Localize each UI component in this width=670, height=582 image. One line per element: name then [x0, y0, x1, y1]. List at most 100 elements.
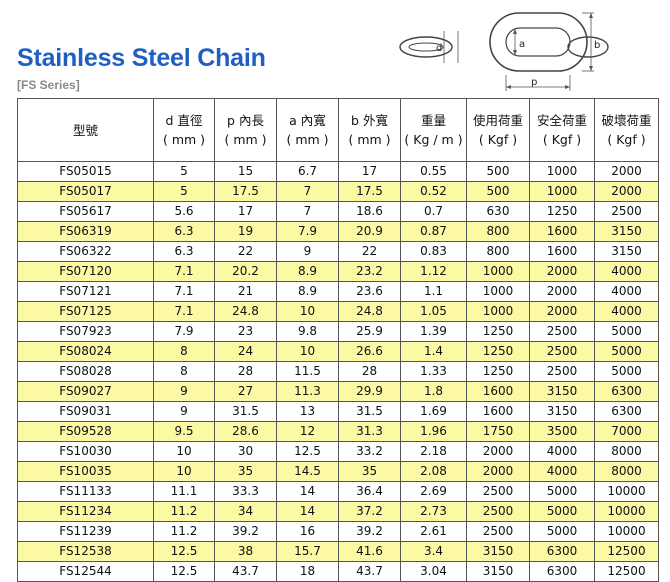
- value-cell: 7.9: [276, 221, 339, 242]
- value-cell: 9: [153, 401, 215, 422]
- value-cell: 1750: [466, 421, 530, 442]
- value-cell: 41.6: [338, 541, 401, 562]
- value-cell: 11.2: [153, 501, 215, 522]
- value-cell: 12.5: [153, 561, 215, 582]
- model-cell: FS09027: [17, 381, 154, 402]
- value-cell: 14: [276, 501, 339, 522]
- value-cell: 0.55: [400, 161, 467, 182]
- table-row: FS05617 5.6 17 7 18.6 0.7 630 1250 2500: [17, 201, 659, 222]
- value-cell: 1250: [466, 321, 530, 342]
- value-cell: 5.6: [153, 201, 215, 222]
- dim-a-label: a: [519, 39, 525, 50]
- value-cell: 28: [338, 361, 401, 382]
- main-link-outer: [489, 12, 588, 72]
- value-cell: 17.5: [338, 181, 401, 202]
- value-cell: 39.2: [214, 521, 277, 542]
- value-cell: 12500: [594, 541, 659, 562]
- page-title: Stainless Steel Chain: [17, 44, 266, 72]
- value-cell: 1000: [529, 181, 595, 202]
- value-cell: 3150: [466, 541, 530, 562]
- value-cell: 1600: [529, 241, 595, 262]
- table-row: FS08024 8 24 10 26.6 1.4 1250 2500 5000: [17, 341, 659, 362]
- value-cell: 5000: [594, 321, 659, 342]
- value-cell: 10000: [594, 521, 659, 542]
- column-header: 破壞荷重 ( Kgf ): [594, 98, 659, 162]
- value-cell: 10000: [594, 501, 659, 522]
- value-cell: 10: [276, 301, 339, 322]
- value-cell: 3.4: [400, 541, 467, 562]
- value-cell: 2000: [594, 181, 659, 202]
- value-cell: 30: [214, 441, 277, 462]
- model-cell: FS08028: [17, 361, 154, 382]
- value-cell: 1.4: [400, 341, 467, 362]
- table-row: FS06319 6.3 19 7.9 20.9 0.87 800 1600 3150: [17, 221, 659, 242]
- column-header-unit: ( Kg / m ): [404, 132, 463, 147]
- column-header: 使用荷重 ( Kgf ): [466, 98, 530, 162]
- value-cell: 7: [276, 201, 339, 222]
- value-cell: 2.69: [400, 481, 467, 502]
- value-cell: 18.6: [338, 201, 401, 222]
- value-cell: 0.7: [400, 201, 467, 222]
- value-cell: 36.4: [338, 481, 401, 502]
- value-cell: 11.1: [153, 481, 215, 502]
- model-cell: FS09031: [17, 401, 154, 422]
- value-cell: 8: [153, 341, 215, 362]
- value-cell: 7.1: [153, 281, 215, 302]
- value-cell: 27: [214, 381, 277, 402]
- model-cell: FS06319: [17, 221, 154, 242]
- value-cell: 17: [338, 161, 401, 182]
- value-cell: 7.1: [153, 301, 215, 322]
- table-body: FS05015 5 15 6.7 17 0.55 500 1000 2000 FS05017 5 17…: [17, 161, 659, 582]
- value-cell: 5: [153, 181, 215, 202]
- value-cell: 2500: [466, 501, 530, 522]
- value-cell: 13: [276, 401, 339, 422]
- value-cell: 43.7: [214, 561, 277, 582]
- value-cell: 2500: [529, 341, 595, 362]
- table-row: FS11239 11.2 39.2 16 39.2 2.61 2500 5000 10000: [17, 521, 659, 542]
- value-cell: 800: [466, 241, 530, 262]
- model-cell: FS07125: [17, 301, 154, 322]
- column-header: b 外寬 ( mm ): [338, 98, 401, 162]
- model-cell: FS06322: [17, 241, 154, 262]
- value-cell: 24.8: [338, 301, 401, 322]
- column-header-label: 破壞荷重: [601, 113, 652, 128]
- value-cell: 39.2: [338, 521, 401, 542]
- value-cell: 2.18: [400, 441, 467, 462]
- column-header-label: p 內長: [227, 113, 264, 128]
- value-cell: 1250: [466, 361, 530, 382]
- value-cell: 34: [214, 501, 277, 522]
- value-cell: 3150: [594, 241, 659, 262]
- value-cell: 1000: [529, 161, 595, 182]
- value-cell: 21: [214, 281, 277, 302]
- value-cell: 24.8: [214, 301, 277, 322]
- left-link: [399, 36, 453, 58]
- value-cell: 7000: [594, 421, 659, 442]
- value-cell: 8: [153, 361, 215, 382]
- value-cell: 33.2: [338, 441, 401, 462]
- table-row: FS05015 5 15 6.7 17 0.55 500 1000 2000: [17, 161, 659, 182]
- model-cell: FS10035: [17, 461, 154, 482]
- spec-table: 型號 d 直徑 ( mm ) p 內長 ( mm ) a 內寬 ( mm ) b 外寬 ( mm…: [17, 98, 659, 582]
- value-cell: 10: [276, 341, 339, 362]
- value-cell: 17.5: [214, 181, 277, 202]
- column-header-label: d 直徑: [165, 113, 203, 128]
- value-cell: 7.1: [153, 261, 215, 282]
- column-header: d 直徑 ( mm ): [153, 98, 215, 162]
- value-cell: 37.2: [338, 501, 401, 522]
- value-cell: 2500: [466, 521, 530, 542]
- value-cell: 3150: [594, 221, 659, 242]
- value-cell: 5000: [529, 501, 595, 522]
- value-cell: 26.6: [338, 341, 401, 362]
- value-cell: 2000: [529, 301, 595, 322]
- value-cell: 1.69: [400, 401, 467, 422]
- value-cell: 10: [153, 461, 215, 482]
- value-cell: 2000: [466, 441, 530, 462]
- value-cell: 18: [276, 561, 339, 582]
- value-cell: 5000: [594, 361, 659, 382]
- value-cell: 20.2: [214, 261, 277, 282]
- value-cell: 1600: [466, 381, 530, 402]
- value-cell: 1000: [466, 301, 530, 322]
- value-cell: 5: [153, 161, 215, 182]
- right-link: [567, 36, 609, 58]
- chain-link-diagram: d a b p: [399, 12, 609, 91]
